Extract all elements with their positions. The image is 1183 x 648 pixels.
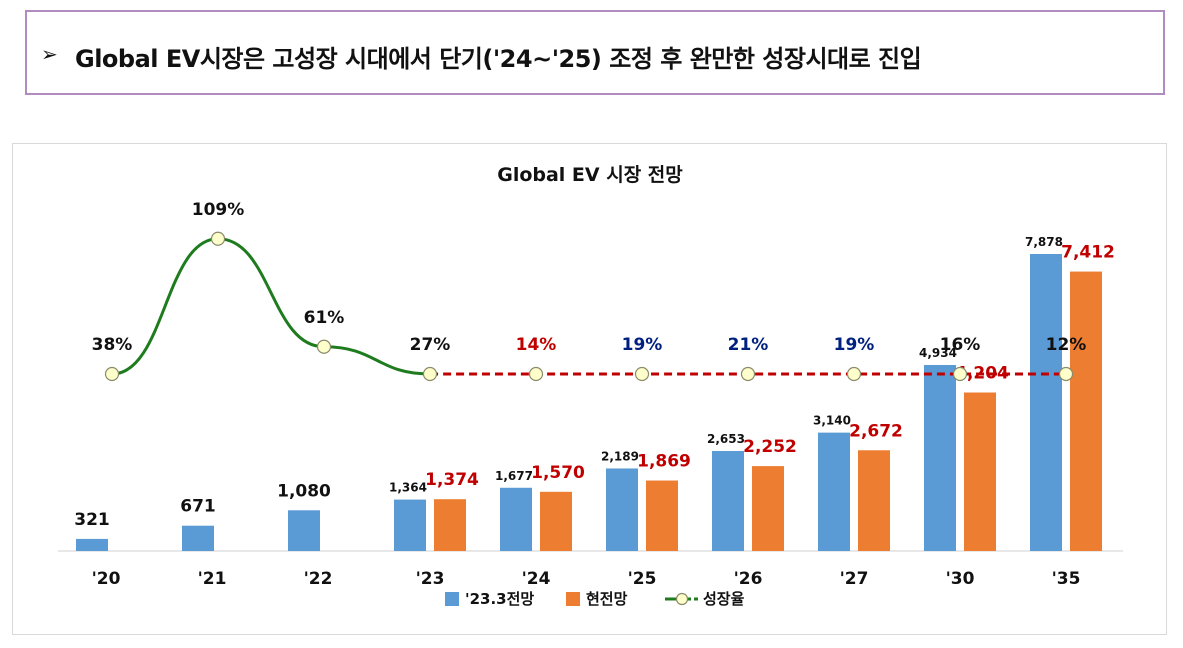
legend-label-growth: 성장율 [703, 590, 745, 608]
bar-label-23-3: 1,677 [495, 469, 533, 483]
growth-rate-label: 38% [92, 335, 133, 355]
legend-label-current: 현전망 [586, 590, 628, 608]
bar-label-current: 1,570 [531, 463, 585, 483]
x-tick-label: '35 [1052, 569, 1081, 589]
growth-rate-marker [1058, 366, 1074, 382]
x-tick-label: '20 [92, 569, 121, 589]
x-tick-label: '22 [304, 569, 333, 589]
growth-rate-label: 21% [728, 335, 769, 355]
growth-rate-marker [528, 366, 544, 382]
bar-label-23-3: 2,653 [707, 432, 745, 446]
x-tick-label: '27 [840, 569, 869, 589]
bar-23-3-forecast [394, 499, 426, 551]
growth-rate-label: 14% [516, 335, 557, 355]
bar-label-current: 1,374 [425, 470, 479, 490]
bar-23-3-forecast [500, 487, 532, 551]
bar-label-23-3: 321 [74, 510, 110, 530]
bar-label-current: 7,412 [1061, 243, 1115, 263]
bar-23-3-forecast [924, 364, 956, 551]
growth-rate-label: 109% [192, 200, 245, 220]
x-tick-label: '23 [416, 569, 445, 589]
chart-title: Global EV 시장 전망 [497, 164, 683, 186]
x-tick-label: '24 [522, 569, 551, 589]
bar-label-current: 2,252 [743, 437, 797, 457]
ev-market-chart: Global EV 시장 전망 321 '20 671 '21 1,080 '22 1,364… [58, 164, 1123, 608]
growth-rate-marker [210, 231, 226, 246]
bar-23-3-forecast [606, 468, 638, 551]
legend-swatch-23-3 [445, 592, 459, 606]
bar-current-forecast [752, 466, 784, 551]
headline-box: ➢ Global EV시장은 고성장 시대에서 단기('24~'25) 조정 후… [25, 10, 1165, 95]
bar-current-forecast [964, 392, 996, 551]
growth-rate-label: 12% [1046, 335, 1087, 355]
growth-rate-marker [846, 366, 862, 382]
legend-marker-growth [675, 592, 689, 606]
bar-label-23-3: 4,934 [919, 346, 957, 360]
growth-rate-label: 27% [410, 335, 451, 355]
growth-rate-marker [104, 366, 120, 382]
bar-label-23-3: 1,080 [277, 481, 331, 501]
growth-rate-marker [316, 339, 332, 354]
growth-rate-marker [422, 366, 438, 382]
growth-rate-marker [740, 366, 756, 382]
bar-23-3-forecast [1030, 254, 1062, 551]
bar-label-23-3: 3,140 [813, 414, 851, 428]
headline-text: Global EV시장은 고성장 시대에서 단기('24~'25) 조정 후 완… [75, 45, 922, 73]
growth-rate-line-actual [111, 237, 431, 376]
legend-swatch-current [566, 592, 580, 606]
x-tick-label: '25 [628, 569, 657, 589]
bar-current-forecast [434, 499, 466, 551]
headline-bullet-icon: ➢ [41, 42, 58, 66]
bar-current-forecast [540, 491, 572, 551]
growth-rate-marker [952, 366, 968, 382]
bar-label-current: 1,869 [637, 452, 691, 472]
growth-rate-label: 19% [622, 335, 663, 355]
bar-23-3-forecast [818, 432, 850, 551]
bar-label-23-3: 1,364 [389, 481, 427, 495]
bar-23-3-forecast [76, 538, 108, 551]
bar-current-forecast [1070, 271, 1102, 551]
growth-rate-label: 16% [940, 335, 981, 355]
growth-rate-label: 61% [304, 308, 345, 328]
bar-label-current: 2,672 [849, 421, 903, 441]
growth-rate-marker [634, 366, 650, 382]
bar-label-23-3: 671 [180, 497, 216, 517]
x-tick-label: '21 [198, 569, 227, 589]
bar-label-23-3: 7,878 [1025, 235, 1063, 249]
bar-label-23-3: 2,189 [601, 449, 639, 463]
chart-panel: Global EV 시장 전망 321 '20 671 '21 1,080 '22 1,364… [12, 143, 1167, 635]
bar-23-3-forecast [288, 510, 320, 551]
legend-label-23-3: '23.3전망 [465, 590, 534, 608]
bar-current-forecast [646, 480, 678, 551]
bar-current-forecast [858, 450, 890, 551]
bar-23-3-forecast [712, 450, 744, 551]
growth-rate-label: 19% [834, 335, 875, 355]
bar-23-3-forecast [182, 525, 214, 551]
x-tick-label: '30 [946, 569, 975, 589]
x-tick-label: '26 [734, 569, 763, 589]
